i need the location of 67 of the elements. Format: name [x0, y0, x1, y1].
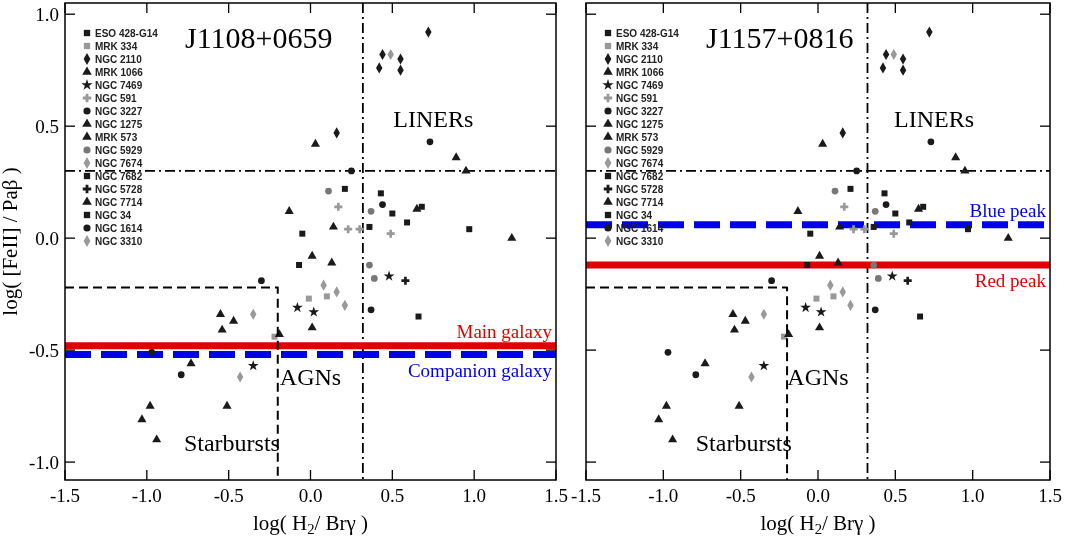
legend-label: NGC 1275: [616, 118, 664, 130]
legend-label: ESO 428-G14: [95, 27, 159, 39]
legend-label: NGC 3310: [616, 235, 664, 247]
legend-label: NGC 3227: [95, 105, 143, 117]
legend-label: NGC 2110: [95, 53, 143, 65]
x-tick-label: 1.5: [1038, 485, 1062, 506]
annotation: Starbursts: [183, 430, 280, 457]
annotation: Starbursts: [695, 430, 792, 457]
x-tick-label: -0.5: [213, 485, 244, 506]
x-tick-label: 1.0: [960, 485, 985, 506]
ref-line-label: Red peak: [974, 270, 1047, 292]
legend-label: NGC 5728: [95, 183, 143, 195]
x-tick-label: -1.5: [49, 485, 81, 506]
y-tick-label: -0.5: [28, 340, 59, 362]
x-axis-title: log( H$_{2}$/ Brγ ): [760, 511, 876, 537]
legend-label: NGC 2110: [616, 53, 664, 65]
legend-label: NGC 5728: [616, 183, 664, 195]
x-tick-label: -1.5: [570, 485, 602, 506]
x-axis-title: log( H$_{2}$/ Brγ ): [252, 511, 369, 537]
x-tick-label: -0.5: [725, 485, 756, 506]
x-tick-label: -1.0: [131, 485, 162, 506]
legend-label: NGC 7714: [95, 196, 143, 208]
x-tick-label: -1.0: [648, 485, 679, 506]
ref-line-label: Main galaxy: [456, 320, 553, 342]
legend-label: NGC 7674: [95, 157, 143, 169]
x-tick-label: 1.0: [462, 485, 487, 506]
annotation: LINERs: [393, 106, 474, 133]
legend-label: NGC 5929: [95, 144, 143, 156]
legend-label: NGC 34: [616, 209, 653, 221]
text: J1157+0816: [706, 21, 854, 54]
legend-label: MRK 1066: [95, 66, 144, 78]
y-tick-label: -1.0: [28, 452, 59, 474]
legend-label: NGC 7682: [616, 170, 664, 182]
legend-label: MRK 334: [95, 40, 138, 52]
text: J1108+0659: [185, 21, 333, 54]
legend-label: NGC 3310: [95, 235, 143, 247]
x-tick-label: 1.5: [544, 485, 568, 506]
legend-label: NGC 1614: [95, 222, 143, 234]
y-tick-label: 1.0: [35, 4, 59, 26]
legend-label: MRK 573: [616, 131, 659, 143]
legend-label: NGC 7682: [95, 170, 143, 182]
legend-label: NGC 34: [95, 209, 132, 221]
legend-label: MRK 573: [95, 131, 138, 143]
ref-line-label: Companion galaxy: [407, 359, 553, 381]
y-tick-label: 0.5: [35, 116, 59, 138]
legend-label: NGC 1275: [95, 118, 143, 130]
ref-line-label: Blue peak: [969, 199, 1047, 221]
legend-label: NGC 7469: [95, 79, 143, 91]
annotation: AGNs: [279, 363, 342, 390]
legend-label: NGC 591: [95, 92, 138, 104]
legend-label: NGC 7674: [616, 157, 664, 169]
legend-label: NGC 591: [616, 92, 659, 104]
y-axis-title: log( [FeII] / Paβ ): [0, 167, 22, 316]
annotation: AGNs: [787, 363, 849, 390]
legend-label: NGC 3227: [616, 105, 664, 117]
legend-label: NGC 5929: [616, 144, 664, 156]
annotation: LINERs: [894, 106, 974, 133]
legend-label: NGC 7714: [616, 196, 664, 208]
x-tick-label: 0.5: [883, 485, 908, 506]
y-tick-label: 0.0: [35, 228, 59, 250]
x-tick-label: 0.5: [380, 485, 405, 506]
legend-label: MRK 334: [616, 40, 659, 52]
legend-label: ESO 428-G14: [616, 27, 680, 39]
legend-label: MRK 1066: [616, 66, 665, 78]
x-tick-label: 0.0: [298, 485, 323, 506]
legend-label: NGC 7469: [616, 79, 664, 91]
x-tick-label: 0.0: [806, 485, 830, 506]
